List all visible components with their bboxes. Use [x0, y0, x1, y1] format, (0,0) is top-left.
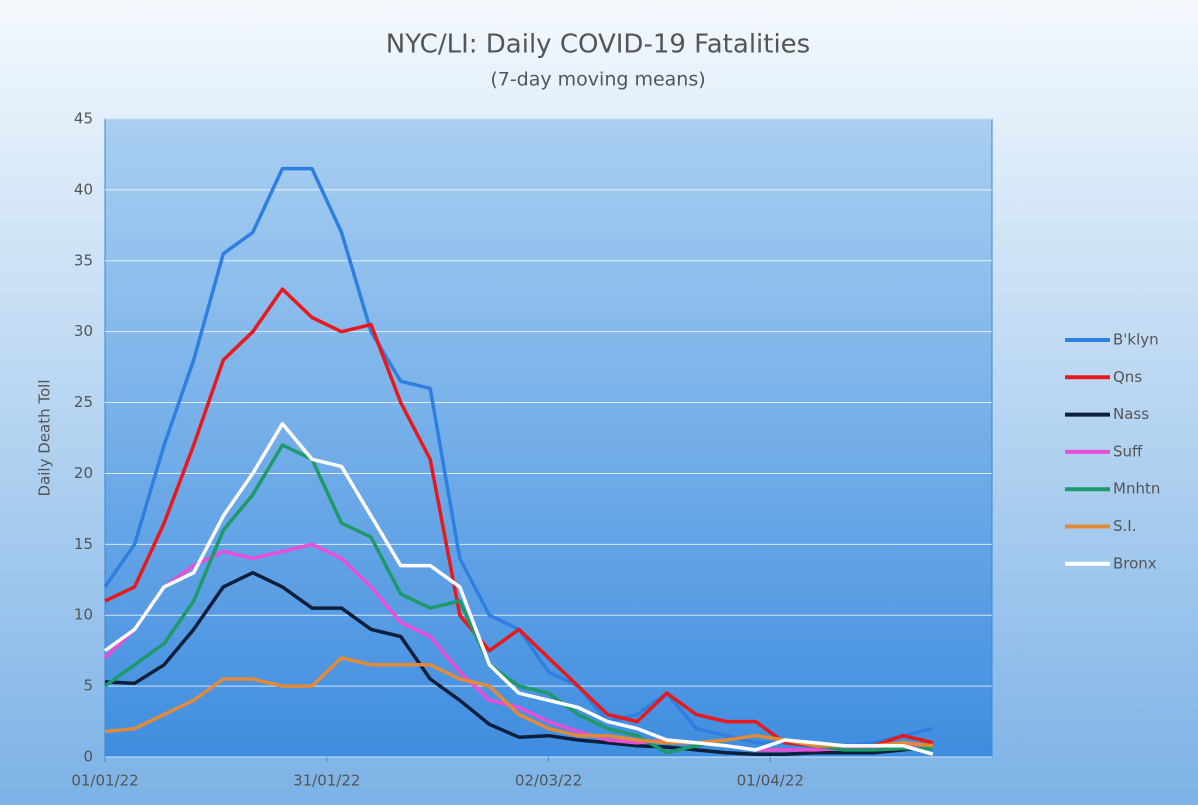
legend-label: S.I. [1113, 517, 1136, 535]
legend-label: Bronx [1113, 554, 1157, 572]
plot-area [104, 118, 993, 758]
x-tick-label: 01/01/22 [71, 772, 138, 790]
y-tick-label: 0 [83, 748, 93, 766]
series-line [103, 542, 933, 752]
y-tick-label: 5 [83, 677, 93, 695]
series-line [103, 422, 934, 756]
y-tick-label: 30 [74, 322, 93, 340]
legend-label: Qns [1113, 368, 1142, 386]
legend-label: Nass [1113, 405, 1149, 423]
legend-label: Mnhtn [1113, 480, 1160, 498]
series-line [104, 570, 934, 756]
chart-subtitle: (7-day moving means) [490, 69, 705, 91]
y-tick-label: 40 [74, 180, 93, 198]
y-tick-label: 45 [74, 110, 93, 128]
y-tick-label: 15 [74, 535, 93, 553]
legend-label: Suff [1113, 442, 1143, 460]
y-tick-label: 25 [74, 393, 93, 411]
x-tick-label: 31/01/22 [293, 772, 360, 790]
chart-title: NYC/LI: Daily COVID-19 Fatalities [386, 30, 810, 60]
y-tick-label: 35 [74, 251, 93, 269]
x-tick-label: 02/03/22 [515, 772, 582, 790]
series-line [104, 287, 934, 751]
y-axis-label: Daily Death Toll [36, 380, 54, 497]
x-tick-label: 01/04/22 [737, 772, 804, 790]
y-tick-label: 20 [74, 464, 93, 482]
y-tick-label: 10 [74, 606, 93, 624]
legend-label: B'klyn [1113, 331, 1159, 349]
